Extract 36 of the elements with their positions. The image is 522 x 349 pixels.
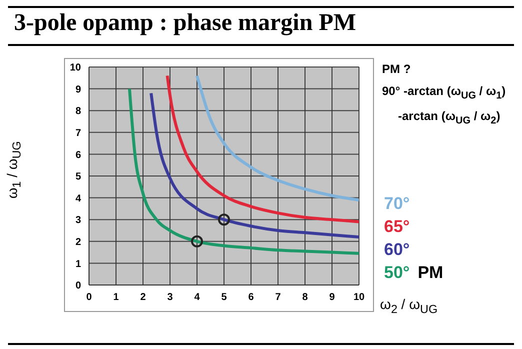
y-tick-label: 8 <box>75 106 82 118</box>
y-tick-label: 3 <box>75 215 82 226</box>
y-tick-label: 7 <box>75 128 82 139</box>
legend-title: PM <box>418 263 444 282</box>
x-tick-label: 4 <box>194 292 200 304</box>
x-tick-label: 8 <box>302 292 308 304</box>
x-tick-label: 3 <box>167 292 174 304</box>
chart-title: 3-pole opamp : phase margin PM <box>14 10 356 37</box>
text: PM ? <box>382 62 412 76</box>
series-label: 70° <box>384 193 411 215</box>
y-tick-label: 6 <box>75 150 82 161</box>
x-tick-label: 0 <box>86 292 92 304</box>
series-label: 60° <box>384 239 411 261</box>
y-tick-label: 10 <box>70 62 82 74</box>
y-tick-label: 4 <box>75 193 82 204</box>
x-tick-label: 9 <box>329 292 336 304</box>
y-tick-label: 5 <box>75 172 82 183</box>
y-tick-label: 1 <box>75 258 82 270</box>
x-tick-label: 6 <box>248 292 254 304</box>
text: -arctan (ω$_{UG}$ / ω$_{2}$) <box>398 109 500 127</box>
x-tick-label: 7 <box>275 292 282 304</box>
x-tick-label: 1 <box>113 292 120 304</box>
line-series <box>166 74 359 224</box>
x-tick-label: 10 <box>353 292 365 304</box>
series-label: 65° <box>384 216 411 238</box>
y-tick-label: 9 <box>75 84 82 96</box>
y-tick-label: 2 <box>75 236 82 248</box>
x-tick-label: 5 <box>221 292 228 304</box>
text: 90° -arctan (ω$_{UG}$ / ω$_{1}$) <box>382 84 506 102</box>
y-tick-label: 0 <box>75 280 82 292</box>
line-series <box>150 92 359 239</box>
x-axis-title: ω$_{2}$ / ω$_{UG}$ <box>380 296 438 316</box>
series-label: 50° <box>384 263 410 282</box>
x-tick-label: 2 <box>140 292 146 304</box>
line-series <box>128 87 359 255</box>
line-series <box>196 74 359 202</box>
